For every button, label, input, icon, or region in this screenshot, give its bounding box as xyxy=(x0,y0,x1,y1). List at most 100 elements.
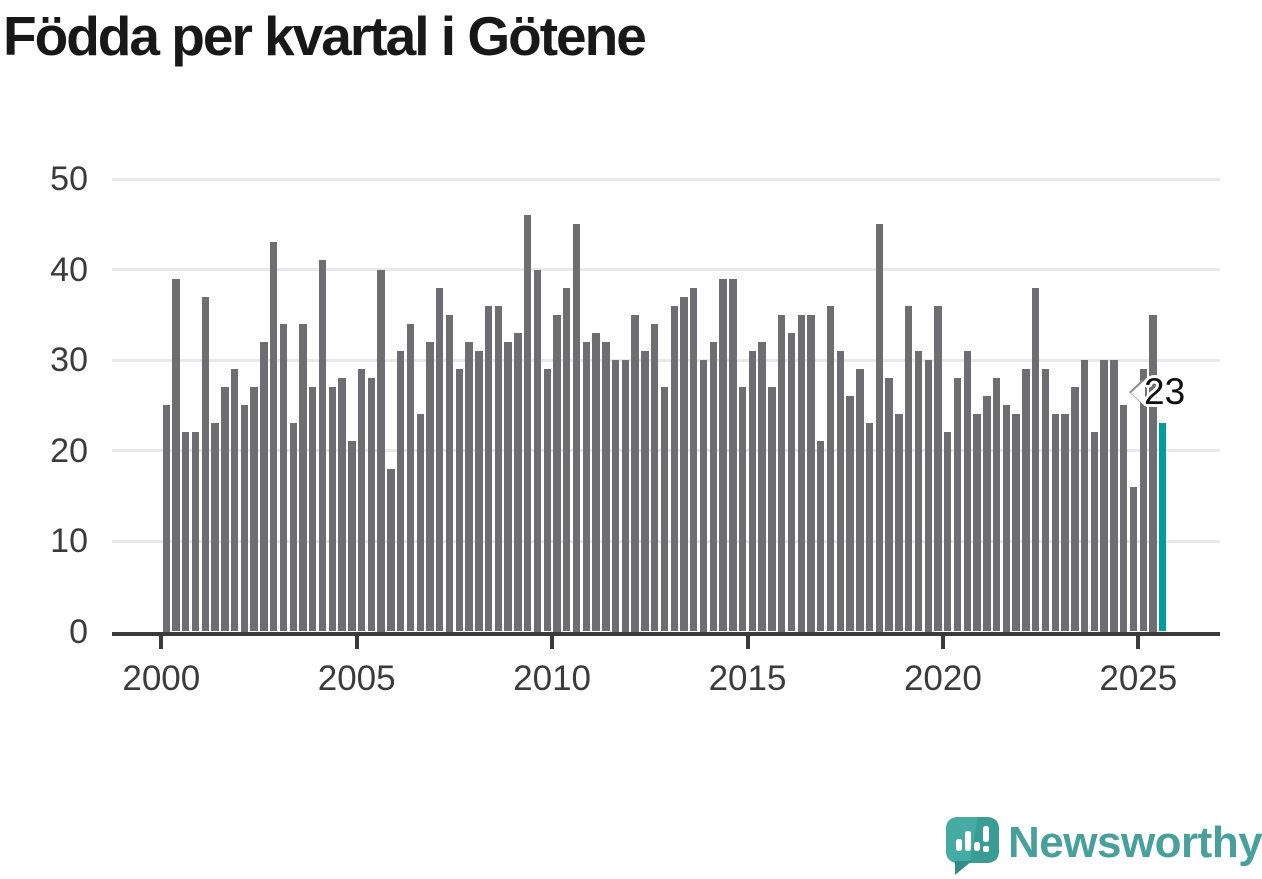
gridline-y-50 xyxy=(112,177,1220,181)
highlight-value-label: 23 xyxy=(1144,371,1186,412)
bar-2001-K3 xyxy=(221,387,229,632)
bar-2017-K1 xyxy=(826,305,835,632)
bar-2016-K1 xyxy=(787,332,796,632)
bar-2002-K2 xyxy=(250,387,258,632)
bar-2012-K1 xyxy=(631,314,639,632)
bar-2005-K2 xyxy=(367,378,376,632)
bar-2024-K3 xyxy=(1119,405,1128,632)
bar-2006-K3 xyxy=(416,414,424,632)
bar-2018-K4 xyxy=(895,414,903,632)
bar-2012-K3 xyxy=(651,323,659,632)
bar-2000-K3 xyxy=(182,432,190,632)
bar-2024-K1 xyxy=(1100,360,1108,632)
bar-2020-K2 xyxy=(953,378,962,632)
bar-2018-K3 xyxy=(885,378,893,632)
bar-2024-K4 xyxy=(1129,486,1138,632)
bar-2013-K1 xyxy=(670,305,678,632)
bar-2007-K4 xyxy=(465,341,473,632)
x-axis-tick-2015 xyxy=(745,636,750,649)
x-axis-tick-label: 2005 xyxy=(317,659,396,698)
x-axis-tick-label: 2025 xyxy=(1099,659,1178,698)
x-axis-tick-2020 xyxy=(940,636,945,649)
newsworthy-wordmark: Newsworthy xyxy=(1008,818,1262,867)
bar-2022-K2 xyxy=(1032,287,1040,632)
x-axis-line xyxy=(112,631,1220,636)
bar-2011-K2 xyxy=(602,341,610,632)
bar-2024-K2 xyxy=(1110,360,1118,632)
y-axis-tick-label: 0 xyxy=(69,612,88,651)
bar-2016-K2 xyxy=(797,314,805,632)
y-axis-tick-label: 40 xyxy=(50,250,88,289)
bar-2011-K1 xyxy=(592,332,600,632)
bar-2017-K3 xyxy=(846,396,854,632)
bar-2023-K3 xyxy=(1080,360,1089,632)
x-axis-tick-label: 2015 xyxy=(708,659,787,698)
bar-2009-K2 xyxy=(523,215,532,632)
chart-title: Födda per kvartal i Götene xyxy=(3,5,647,67)
bar-2021-K3 xyxy=(1002,405,1011,632)
logo-chart-bar-icon xyxy=(974,842,980,851)
bar-2015-K3 xyxy=(768,387,776,632)
bar-2010-K3 xyxy=(572,224,581,632)
bar-2025-K2 xyxy=(1149,314,1157,632)
bar-2020-K4 xyxy=(973,414,981,632)
bar-2025-K1 xyxy=(1139,369,1147,632)
bar-2007-K3 xyxy=(455,369,463,632)
bar-2015-K1 xyxy=(748,350,757,632)
bar-2003-K4 xyxy=(309,387,317,632)
bar-2004-K2 xyxy=(328,387,336,632)
bar-2003-K2 xyxy=(289,423,297,632)
bar-2005-K3 xyxy=(377,269,385,632)
bar-2003-K1 xyxy=(279,323,288,632)
logo-chart-bar-icon xyxy=(956,839,962,851)
bar-2004-K1 xyxy=(318,260,327,632)
bar-2023-K4 xyxy=(1090,432,1099,632)
bar-2016-K3 xyxy=(807,314,815,632)
bar-2015-K2 xyxy=(758,341,766,632)
x-axis-tick-2025 xyxy=(1136,636,1141,649)
bar-2019-K2 xyxy=(914,350,923,632)
logo-exclamation-icon xyxy=(983,826,989,842)
bar-2004-K4 xyxy=(348,441,356,632)
x-axis-tick-label: 2020 xyxy=(903,659,982,698)
bar-2009-K4 xyxy=(543,369,551,632)
bar-2016-K4 xyxy=(817,441,825,632)
y-axis-tick-label: 10 xyxy=(50,522,88,560)
y-axis-tick-label: 50 xyxy=(50,160,88,198)
bar-2002-K1 xyxy=(240,405,249,632)
logo-chart-bar-icon xyxy=(965,831,971,851)
bar-2009-K1 xyxy=(514,332,522,632)
bar-2003-K3 xyxy=(299,323,307,632)
bar-2013-K3 xyxy=(690,287,698,632)
logo-speech-tail-icon xyxy=(955,861,972,875)
newsworthy-logo: Newsworthy xyxy=(946,816,1262,876)
bar-2012-K2 xyxy=(641,350,649,632)
bar-2011-K4 xyxy=(621,360,630,632)
bar-2006-K1 xyxy=(396,350,405,632)
bar-2005-K1 xyxy=(357,369,366,632)
bar-2020-K3 xyxy=(963,350,972,632)
bar-2022-K1 xyxy=(1022,369,1030,632)
annotation-arrow-icon xyxy=(1131,380,1145,406)
bar-2021-K2 xyxy=(992,378,1001,632)
bar-2013-K2 xyxy=(680,296,688,632)
bar-2006-K2 xyxy=(406,323,415,632)
bar-2006-K4 xyxy=(426,341,434,632)
bar-2010-K2 xyxy=(563,287,571,632)
bar-2018-K2 xyxy=(875,224,884,632)
gridline-y-30 xyxy=(112,358,1220,362)
bar-2020-K1 xyxy=(944,432,952,632)
bar-2002-K4 xyxy=(269,242,278,632)
bar-2008-K4 xyxy=(504,341,512,632)
bar-2001-K1 xyxy=(201,296,209,632)
bar-2019-K1 xyxy=(905,305,913,632)
bar-2002-K3 xyxy=(260,341,268,632)
bar-2007-K1 xyxy=(436,287,444,632)
bar-2019-K3 xyxy=(924,360,932,632)
newsworthy-logo-icon xyxy=(946,817,999,863)
bar-2022-K4 xyxy=(1051,414,1059,632)
bar-2000-K4 xyxy=(191,432,200,632)
bar-2008-K1 xyxy=(475,350,483,632)
bar-2014-K3 xyxy=(729,278,737,632)
